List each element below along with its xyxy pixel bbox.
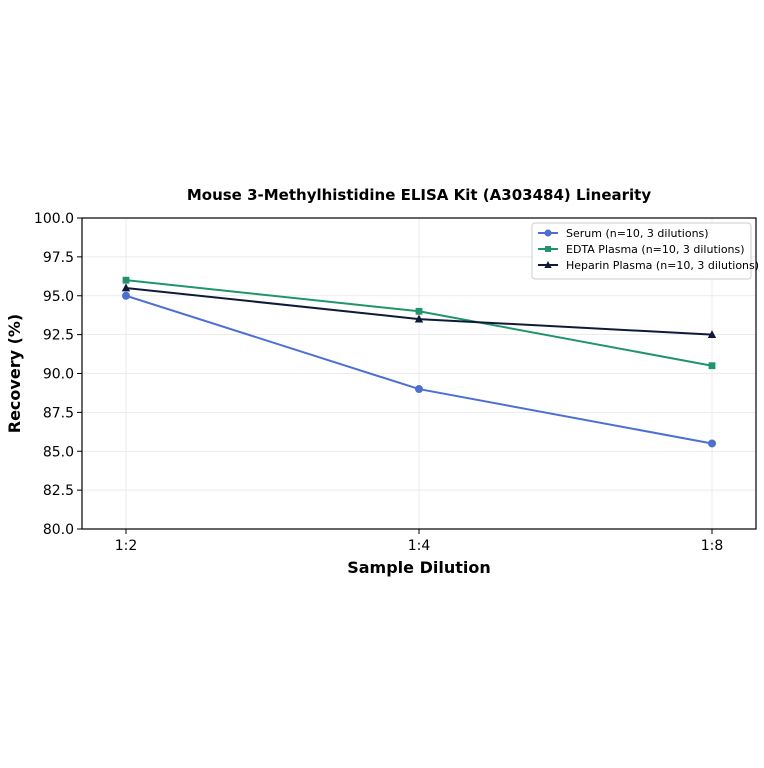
legend-item: Heparin Plasma (n=10, 3 dilutions) bbox=[538, 259, 759, 272]
x-axis-label: Sample Dilution bbox=[347, 558, 491, 577]
y-tick-label: 100.0 bbox=[34, 211, 74, 227]
y-tick-label: 80.0 bbox=[43, 522, 74, 538]
series-1-point bbox=[708, 439, 716, 448]
y-tick-label: 90.0 bbox=[43, 367, 74, 383]
x-tick-label: 1:4 bbox=[408, 538, 431, 554]
legend-series-1-point bbox=[544, 229, 552, 237]
y-tick-label: 97.5 bbox=[43, 250, 74, 266]
legend-series-1-label: Serum (n=10, 3 dilutions) bbox=[566, 227, 709, 240]
x-tick-label: 1:8 bbox=[701, 538, 724, 554]
series-group bbox=[121, 276, 717, 448]
chart-title: Mouse 3-Methylhistidine ELISA Kit (A3034… bbox=[187, 186, 652, 204]
legend-item: EDTA Plasma (n=10, 3 dilutions) bbox=[538, 243, 745, 256]
legend-series-3-label: Heparin Plasma (n=10, 3 dilutions) bbox=[566, 259, 759, 272]
x-tick-label: 1:2 bbox=[115, 538, 138, 554]
y-tick-label: 92.5 bbox=[43, 328, 74, 344]
series-3-point bbox=[121, 283, 131, 292]
series-2 bbox=[122, 276, 716, 370]
legend-series-2-point bbox=[545, 246, 551, 252]
y-tick-label: 85.0 bbox=[43, 444, 74, 460]
series-2-point bbox=[708, 362, 716, 370]
series-1-point bbox=[122, 291, 130, 300]
series-1 bbox=[122, 291, 716, 448]
axis-ticks: 80.0 82.5 85.0 87.5 90.0 92.5 95.0 97.5 100.0 1:2… bbox=[34, 211, 723, 554]
series-2-point bbox=[415, 307, 423, 315]
series-3 bbox=[121, 283, 717, 339]
series-3-point bbox=[707, 330, 717, 339]
legend: Serum (n=10, 3 dilutions) EDTA Plasma (n=… bbox=[531, 222, 759, 280]
y-tick-label: 82.5 bbox=[43, 483, 74, 499]
y-tick-label: 87.5 bbox=[43, 405, 74, 421]
series-3-point bbox=[414, 314, 424, 323]
y-tick-label: 95.0 bbox=[43, 289, 74, 305]
legend-box bbox=[531, 222, 752, 280]
legend-series-2-label: EDTA Plasma (n=10, 3 dilutions) bbox=[566, 243, 745, 256]
series-2-point bbox=[122, 276, 130, 284]
legend-series-3-point bbox=[544, 261, 552, 268]
y-axis-label: Recovery (%) bbox=[5, 314, 24, 433]
series-1-point bbox=[415, 385, 423, 394]
legend-item: Serum (n=10, 3 dilutions) bbox=[538, 227, 709, 240]
